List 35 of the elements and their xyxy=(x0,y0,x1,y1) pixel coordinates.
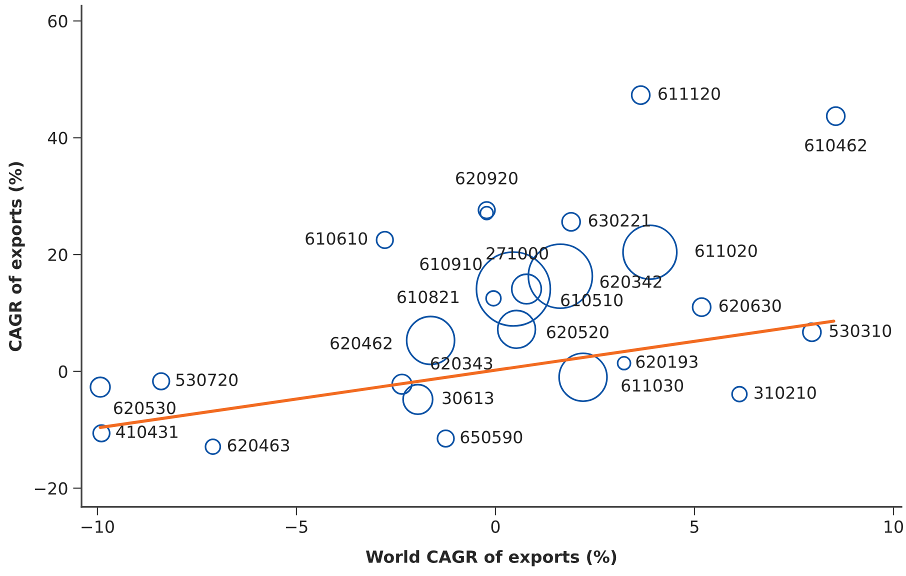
annotation: 410431 xyxy=(116,426,178,438)
y-tick-label: 20 xyxy=(48,248,68,262)
y-tick-label: 60 xyxy=(48,14,68,28)
y-tick-label: −20 xyxy=(34,482,68,495)
annotation: 30613 xyxy=(442,392,494,404)
x-tick-label: 0 xyxy=(491,520,500,533)
annotation: 620463 xyxy=(228,438,290,452)
x-axis-title: World CAGR of exports (%) xyxy=(366,550,616,566)
annotation: 620920 xyxy=(456,172,518,184)
annotation: 620630 xyxy=(719,299,781,312)
annotation: 610462 xyxy=(805,138,866,152)
annotation: 610610 xyxy=(306,232,368,245)
annotation: 310210 xyxy=(754,386,816,399)
annotation: 620520 xyxy=(547,326,608,338)
x-tick-label: −10 xyxy=(82,520,114,533)
y-tick-label: 0 xyxy=(58,365,68,378)
x-tick-label: 10 xyxy=(884,520,904,533)
annotation: 650590 xyxy=(460,430,522,444)
y-tick-label: 40 xyxy=(48,132,68,144)
annotation: 630221 xyxy=(588,214,650,227)
annotation: 620462 xyxy=(330,336,392,350)
annotation: 611120 xyxy=(658,87,720,100)
annotation: 610821 xyxy=(398,290,458,304)
annotation: 611020 xyxy=(696,244,757,258)
annotation: 620343 xyxy=(431,357,492,370)
annotation: 530310 xyxy=(830,324,892,338)
y-axis-title: CAGR of exports (%) xyxy=(8,162,25,352)
annotation: 620342 xyxy=(600,275,662,288)
x-tick-label: −5 xyxy=(286,520,308,533)
annotation: 610910 xyxy=(420,258,482,270)
annotation: 530720 xyxy=(176,374,238,386)
annotation: 620530 xyxy=(114,402,176,414)
annotation: 620193 xyxy=(636,355,698,368)
x-tick-label: 5 xyxy=(690,520,698,533)
annotation: 611030 xyxy=(622,379,684,392)
